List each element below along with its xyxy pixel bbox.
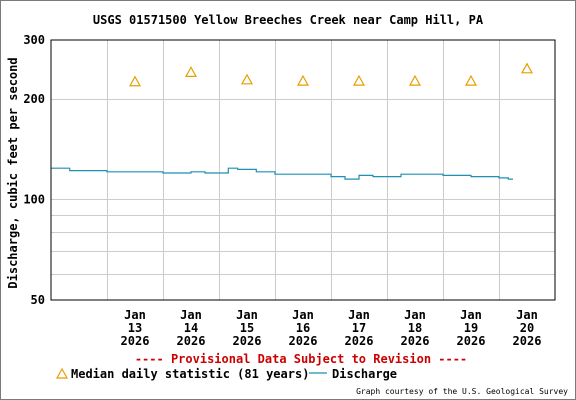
median-marker <box>352 74 366 86</box>
x-tick-line: Jan <box>460 308 482 322</box>
y-tick-label: 50 <box>31 293 45 307</box>
x-tick-line: 19 <box>464 321 478 335</box>
x-tick-label: Jan 18 2026 <box>401 308 430 348</box>
legend: Median daily statistic (81 years) Discha… <box>55 367 397 381</box>
x-tick-line: Jan <box>124 308 146 322</box>
median-marker <box>408 74 422 86</box>
legend-median-marker <box>55 367 69 379</box>
median-marker <box>240 73 254 85</box>
legend-discharge-label: Discharge <box>332 367 397 381</box>
discharge-series <box>51 167 513 180</box>
y-tick-label: 100 <box>23 192 45 206</box>
x-tick-line: 2026 <box>233 334 262 348</box>
y-axis-label: Discharge, cubic feet per second <box>6 57 20 288</box>
x-tick-label: Jan 16 2026 <box>289 308 318 348</box>
x-tick-line: Jan <box>404 308 426 322</box>
chart-title: USGS 01571500 Yellow Breeches Creek near… <box>93 13 484 27</box>
x-tick-line: Jan <box>236 308 258 322</box>
x-tick-line: 17 <box>352 321 366 335</box>
x-tick-line: Jan <box>348 308 370 322</box>
x-tick-line: 2026 <box>457 334 486 348</box>
median-marker <box>464 74 478 86</box>
y-tick-labels: 300 200 100 50 <box>23 33 45 307</box>
x-tick-line: Jan <box>516 308 538 322</box>
x-tick-line: Jan <box>292 308 314 322</box>
x-tick-line: Jan <box>180 308 202 322</box>
x-tick-line: 2026 <box>401 334 430 348</box>
x-tick-line: 16 <box>296 321 310 335</box>
median-markers <box>128 62 534 87</box>
x-tick-label: Jan 13 2026 <box>121 308 150 348</box>
x-tick-line: 14 <box>184 321 198 335</box>
discharge-line <box>51 167 513 180</box>
median-marker <box>296 74 310 86</box>
legend-median-label: Median daily statistic (81 years) <box>71 367 309 381</box>
x-tick-line: 20 <box>520 321 534 335</box>
x-tick-label: Jan 17 2026 <box>345 308 374 348</box>
x-tick-line: 2026 <box>513 334 542 348</box>
x-tick-line: 2026 <box>121 334 150 348</box>
x-tick-line: 2026 <box>289 334 318 348</box>
x-tick-label: Jan 15 2026 <box>233 308 262 348</box>
plot-area-border <box>50 39 556 301</box>
median-marker <box>520 62 534 74</box>
x-tick-line: 15 <box>240 321 254 335</box>
median-marker <box>184 66 198 77</box>
y-tick-label: 300 <box>23 33 45 47</box>
x-tick-line: 13 <box>128 321 142 335</box>
x-tick-label: Jan 14 2026 <box>177 308 206 348</box>
median-marker <box>128 75 142 87</box>
credit-text: Graph courtesy of the U.S. Geological Su… <box>356 387 568 396</box>
x-tick-line: 18 <box>408 321 422 335</box>
y-tick-label: 200 <box>23 92 45 106</box>
x-tick-label: Jan 19 2026 <box>457 308 486 348</box>
x-tick-line: 2026 <box>345 334 374 348</box>
grid-lines <box>51 40 555 300</box>
x-tick-line: 2026 <box>177 334 206 348</box>
provisional-note: ---- Provisional Data Subject to Revisio… <box>135 352 467 366</box>
x-tick-label: Jan 20 2026 <box>513 308 542 348</box>
